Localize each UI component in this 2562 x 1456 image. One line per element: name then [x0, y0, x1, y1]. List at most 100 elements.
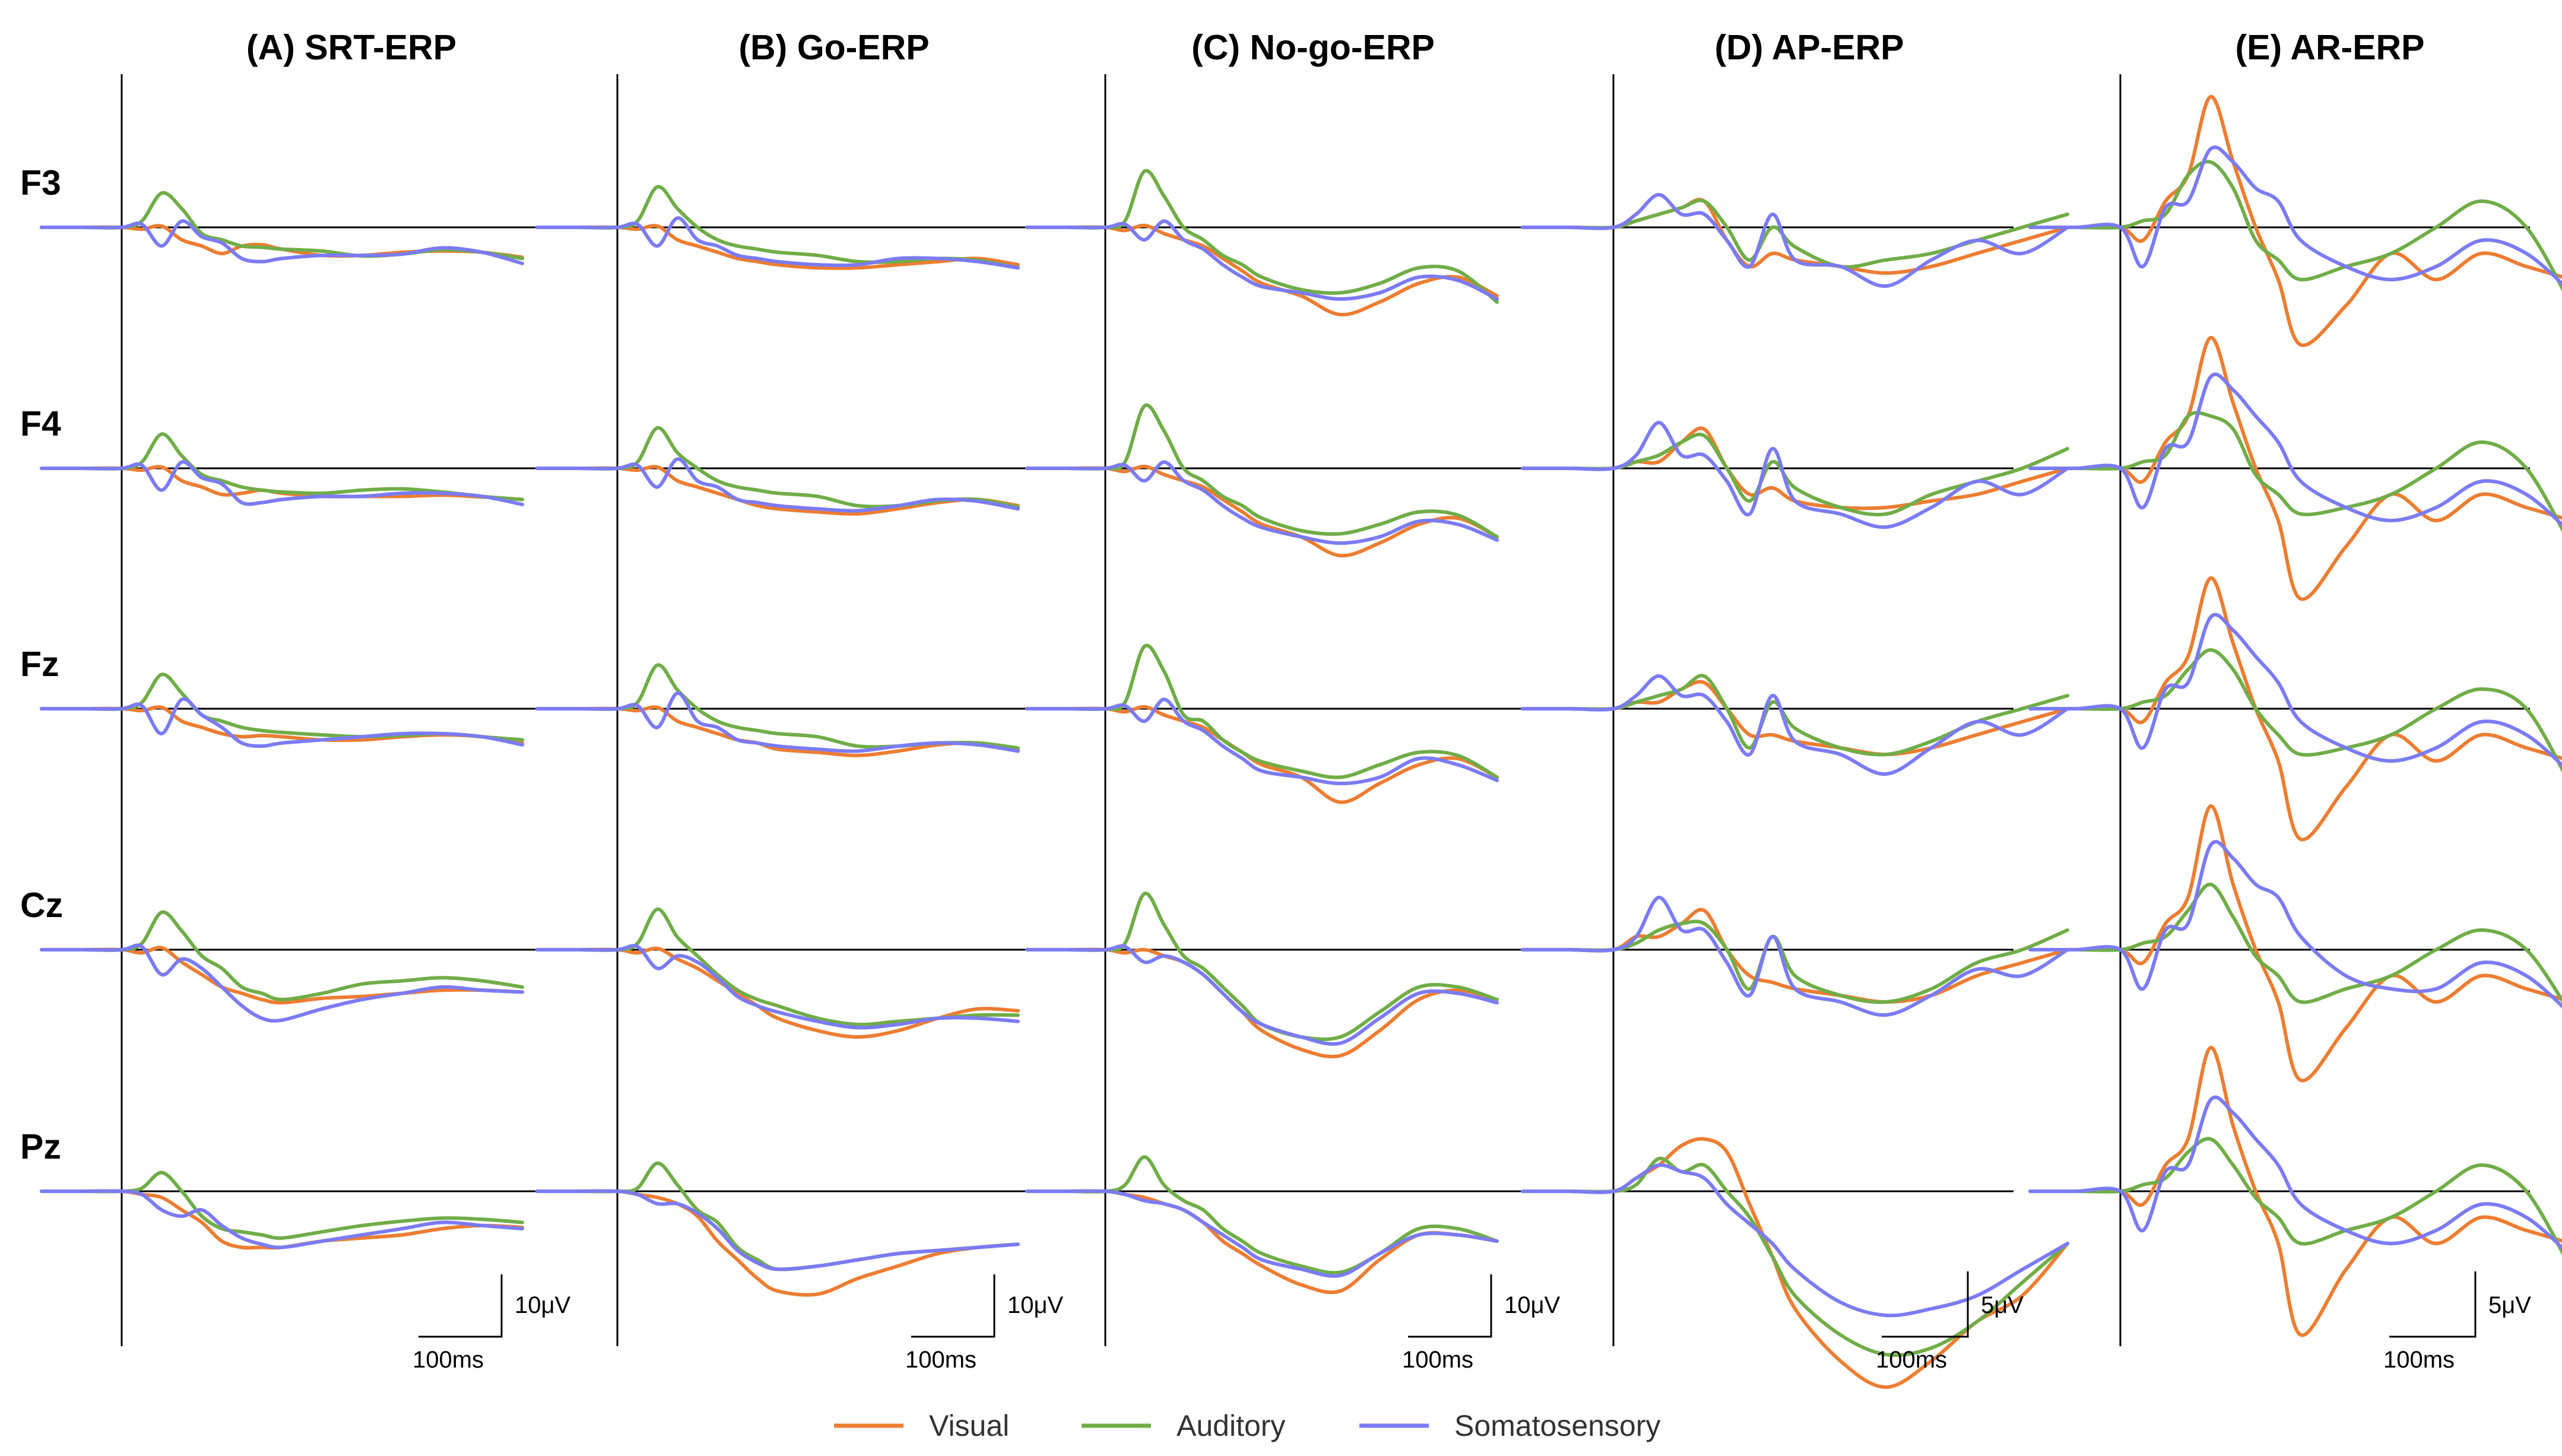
scale-y-label: 10μV: [1007, 1292, 1064, 1318]
trace-group-pz: [535, 1161, 1033, 1297]
scale-bar-lines: [911, 1274, 995, 1338]
trace-group-pz: [1521, 1137, 2069, 1389]
series-line-visual-f4: [40, 465, 524, 502]
scale-y-label: 5μV: [1981, 1292, 2024, 1318]
series-line-somatosensory-cz: [40, 943, 524, 1023]
trace-group-f4: [2028, 336, 2562, 601]
electrode-label-f4: F4: [20, 404, 61, 443]
series-line-visual-pz: [1521, 1137, 2069, 1389]
series-line-auditory-pz: [1025, 1155, 1499, 1275]
series-line-somatosensory-pz: [535, 1189, 1020, 1271]
scale-x-label: 100ms: [1876, 1347, 1947, 1373]
series-line-visual-cz: [2028, 804, 2562, 1083]
scale-x-label: 100ms: [413, 1347, 484, 1373]
series-line-somatosensory-pz: [1521, 1163, 2069, 1318]
series-line-visual-pz: [1025, 1189, 1499, 1295]
series-line-auditory-f3: [1521, 198, 2069, 269]
series-line-visual-f4: [1025, 464, 1499, 558]
series-line-visual-f3: [2028, 95, 2562, 347]
trace-group-f4: [1521, 421, 2069, 529]
trace-group-fz: [40, 673, 538, 748]
series-line-somatosensory-f3: [1521, 193, 2069, 288]
series-line-somatosensory-pz: [1025, 1189, 1499, 1278]
scale-bar-lines: [1408, 1274, 1492, 1338]
series-line-auditory-fz: [2028, 648, 2562, 773]
trace-group-fz: [1521, 674, 2069, 776]
legend-label: Visual: [929, 1409, 1009, 1442]
legend-label: Somatosensory: [1454, 1409, 1660, 1442]
series-line-somatosensory-cz: [1025, 944, 1499, 1046]
series-line-auditory-f4: [2028, 411, 2562, 533]
series-line-somatosensory-f3: [1025, 219, 1499, 301]
electrode-label-pz: Pz: [20, 1127, 61, 1166]
series-line-auditory-f3: [535, 185, 1020, 270]
trace-group-f4: [535, 426, 1033, 516]
series-line-somatosensory-fz: [1521, 674, 2069, 776]
scale-x-label: 100ms: [905, 1347, 976, 1373]
series-line-somatosensory-f4: [535, 457, 1020, 513]
electrode-label-cz: Cz: [20, 886, 63, 925]
trace-group-pz: [2028, 1046, 2562, 1337]
panel-a-srt-erp: (A) SRT-ERP 10μV 100ms: [40, 28, 571, 1373]
series-line-somatosensory-f4: [1025, 460, 1499, 545]
trace-group-f4: [40, 432, 538, 506]
series-line-auditory-f3: [1025, 169, 1499, 304]
series-line-somatosensory-f4: [40, 460, 524, 506]
scale-bar-lines: [2389, 1271, 2477, 1338]
scale-y-label: 5μV: [2488, 1292, 2531, 1318]
scale-x-label: 100ms: [1402, 1347, 1473, 1373]
trace-group-cz: [1521, 896, 2069, 1017]
scale-y-label: 10μV: [1504, 1292, 1561, 1318]
series-line-somatosensory-fz: [1025, 697, 1499, 785]
scale-y-label: 10μV: [515, 1292, 571, 1318]
scale-bar: 5μV 100ms: [1876, 1271, 2024, 1373]
series-line-auditory-cz: [2028, 883, 2562, 1004]
trace-group-cz: [40, 910, 538, 1023]
series-line-auditory-cz: [535, 907, 1020, 1027]
panel-c-no-go-erp: (C) No-go-ERP 10μV 100ms: [1025, 28, 1561, 1373]
trace-group-cz: [2028, 804, 2562, 1083]
trace-group-cz: [1025, 892, 1521, 1059]
trace-group-f4: [1025, 403, 1521, 558]
scale-bar-lines: [418, 1274, 503, 1338]
scale-bar: 10μV 100ms: [413, 1274, 571, 1373]
panel-b-go-erp: (B) Go-ERP 10μV 100ms: [535, 28, 1064, 1373]
series-line-auditory-f4: [1025, 403, 1499, 539]
series-line-somatosensory-fz: [535, 691, 1020, 753]
series-line-visual-cz: [40, 946, 524, 1005]
legend-item-somatosensory: Somatosensory: [1359, 1409, 1660, 1442]
scale-bar: 10μV 100ms: [1402, 1274, 1561, 1373]
electrode-label-fz: Fz: [20, 645, 59, 684]
electrode-label-f3: F3: [20, 163, 61, 202]
trace-group-f3: [1521, 193, 2069, 288]
legend-item-auditory: Auditory: [1082, 1409, 1285, 1442]
series-line-auditory-fz: [1025, 643, 1499, 779]
series-line-somatosensory-f3: [40, 219, 524, 265]
panel-title: (E) AR-ERP: [2235, 28, 2424, 67]
series-line-auditory-cz: [1025, 892, 1499, 1042]
series-line-somatosensory-f4: [1521, 421, 2069, 529]
trace-group-f3: [2028, 95, 2562, 347]
scale-bar: 10μV 100ms: [905, 1274, 1064, 1373]
scale-bar: 5μV 100ms: [2383, 1271, 2531, 1373]
panel-title: (D) AP-ERP: [1714, 28, 1904, 67]
trace-group-cz: [535, 907, 1033, 1039]
series-line-visual-f3: [1025, 223, 1499, 317]
series-line-auditory-pz: [1521, 1156, 2069, 1357]
scale-bar-lines: [1882, 1271, 1969, 1338]
series-line-visual-f3: [535, 224, 1020, 270]
legend-label: Auditory: [1177, 1409, 1285, 1442]
series-line-visual-pz: [535, 1189, 1020, 1297]
trace-group-f3: [1025, 169, 1521, 317]
series-line-somatosensory-cz: [1521, 896, 2069, 1017]
panel-e-ar-erp: (E) AR-ERP 5μV 100ms: [2028, 28, 2562, 1373]
series-line-somatosensory-pz: [40, 1189, 524, 1249]
panel-title: (B) Go-ERP: [738, 28, 929, 67]
series-line-visual-fz: [40, 705, 524, 745]
series-line-visual-fz: [2028, 576, 2562, 842]
panel-d-ap-erp: (D) AP-ERP 5μV 100ms: [1521, 28, 2069, 1389]
series-line-visual-f3: [40, 224, 524, 259]
series-line-somatosensory-fz: [40, 697, 524, 748]
series-line-visual-fz: [535, 705, 1020, 757]
